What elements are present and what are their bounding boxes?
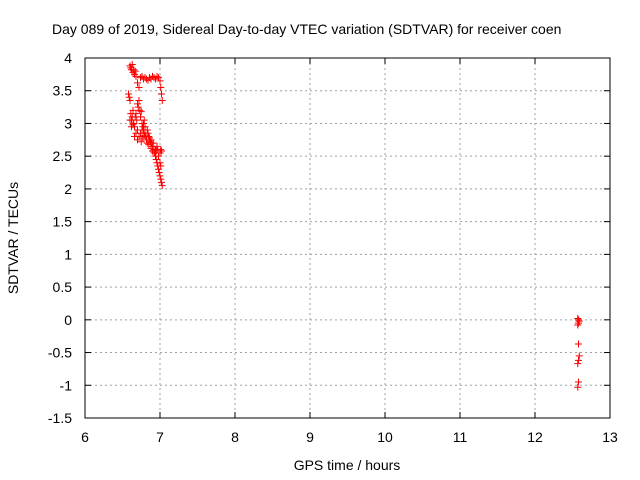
y-axis-label: SDTVAR / TECUs bbox=[5, 182, 21, 294]
y-tick-label: 0.5 bbox=[53, 279, 73, 295]
data-point bbox=[140, 116, 148, 124]
y-tick-label: -1 bbox=[60, 377, 73, 393]
data-point bbox=[152, 146, 159, 154]
x-tick-label: 8 bbox=[231, 429, 239, 445]
y-tick-label: 3 bbox=[64, 115, 72, 131]
data-point bbox=[158, 182, 166, 190]
y-tick-label: 0 bbox=[64, 312, 72, 328]
data-point bbox=[575, 340, 582, 348]
data-point bbox=[131, 67, 139, 75]
data-point bbox=[158, 90, 165, 98]
data-point bbox=[155, 74, 162, 82]
data-point bbox=[153, 72, 161, 80]
data-point bbox=[135, 83, 143, 91]
data-point bbox=[156, 159, 164, 167]
data-point bbox=[133, 116, 141, 124]
data-point bbox=[144, 129, 152, 137]
data-point bbox=[125, 93, 133, 101]
data-point bbox=[134, 126, 141, 134]
y-tick-label: 2 bbox=[64, 181, 72, 197]
data-point bbox=[575, 378, 582, 386]
data-point bbox=[158, 178, 165, 186]
data-point bbox=[149, 139, 157, 147]
data-point bbox=[136, 106, 144, 114]
data-point bbox=[135, 97, 143, 105]
data-point bbox=[132, 110, 140, 118]
data-point bbox=[134, 136, 141, 144]
x-axis-label: GPS time / hours bbox=[294, 457, 401, 473]
x-tick-labels: 6 7 8 9 10 11 12 13 bbox=[81, 429, 618, 445]
y-tick-label: -1.5 bbox=[48, 410, 72, 426]
data-point bbox=[574, 360, 582, 368]
axis-ticks bbox=[84, 57, 611, 419]
data-point bbox=[140, 119, 147, 127]
data-point bbox=[130, 66, 138, 74]
data-point bbox=[134, 103, 142, 111]
data-point bbox=[137, 108, 145, 116]
data-point bbox=[156, 172, 164, 180]
x-tick-label: 6 bbox=[81, 429, 89, 445]
data-point bbox=[574, 383, 582, 391]
y-tick-label: 4 bbox=[64, 50, 72, 66]
data-point bbox=[141, 123, 149, 131]
y-tick-labels: -1.5 -1 -0.5 0 0.5 1 1.5 2 2.5 3 3.5 4 bbox=[48, 50, 72, 426]
y-tick-label: 1 bbox=[64, 246, 72, 262]
data-point bbox=[129, 106, 137, 114]
y-tick-label: 3.5 bbox=[53, 83, 73, 99]
x-tick-label: 13 bbox=[602, 429, 618, 445]
data-point bbox=[143, 139, 151, 147]
data-point bbox=[574, 321, 582, 329]
x-tick-label: 11 bbox=[453, 429, 468, 445]
x-tick-label: 7 bbox=[156, 429, 164, 445]
data-point bbox=[128, 61, 136, 69]
y-tick-label: 2.5 bbox=[53, 148, 73, 164]
plot-frame bbox=[84, 57, 611, 419]
data-point bbox=[137, 113, 144, 121]
data-point bbox=[155, 169, 163, 177]
data-series bbox=[125, 61, 583, 391]
data-point bbox=[152, 147, 160, 155]
y-tick-label: 1.5 bbox=[53, 214, 73, 230]
data-point bbox=[145, 140, 153, 148]
data-point bbox=[156, 77, 164, 85]
data-point bbox=[126, 97, 134, 105]
data-point bbox=[157, 83, 165, 91]
x-tick-label: 12 bbox=[527, 429, 543, 445]
data-point bbox=[157, 175, 165, 183]
data-point bbox=[153, 142, 161, 150]
data-point bbox=[134, 79, 141, 87]
data-point bbox=[132, 72, 140, 80]
x-tick-label: 9 bbox=[306, 429, 314, 445]
grid-lines bbox=[85, 58, 610, 418]
data-point bbox=[134, 100, 141, 108]
data-point bbox=[157, 162, 165, 170]
data-point bbox=[131, 133, 138, 141]
data-point bbox=[575, 352, 583, 360]
data-point bbox=[125, 90, 132, 98]
data-point bbox=[158, 97, 166, 105]
data-point bbox=[575, 356, 582, 364]
chart-title: Day 089 of 2019, Sidereal Day-to-day VTE… bbox=[52, 21, 561, 37]
data-point bbox=[137, 138, 145, 146]
data-point bbox=[132, 129, 140, 137]
data-point bbox=[129, 121, 137, 129]
y-tick-label: -0.5 bbox=[48, 345, 72, 361]
data-point bbox=[140, 131, 148, 139]
data-point bbox=[155, 152, 162, 160]
x-tick-label: 10 bbox=[377, 429, 393, 445]
